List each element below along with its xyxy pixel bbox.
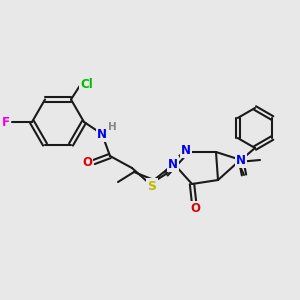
Text: Cl: Cl — [81, 78, 93, 91]
Text: N: N — [97, 128, 107, 140]
Text: O: O — [82, 157, 92, 169]
Text: S: S — [148, 179, 157, 193]
Text: N: N — [236, 154, 246, 166]
Text: F: F — [2, 116, 10, 128]
Text: N: N — [181, 143, 191, 157]
Text: H: H — [108, 122, 116, 132]
Text: N: N — [168, 158, 178, 170]
Text: O: O — [190, 202, 200, 215]
